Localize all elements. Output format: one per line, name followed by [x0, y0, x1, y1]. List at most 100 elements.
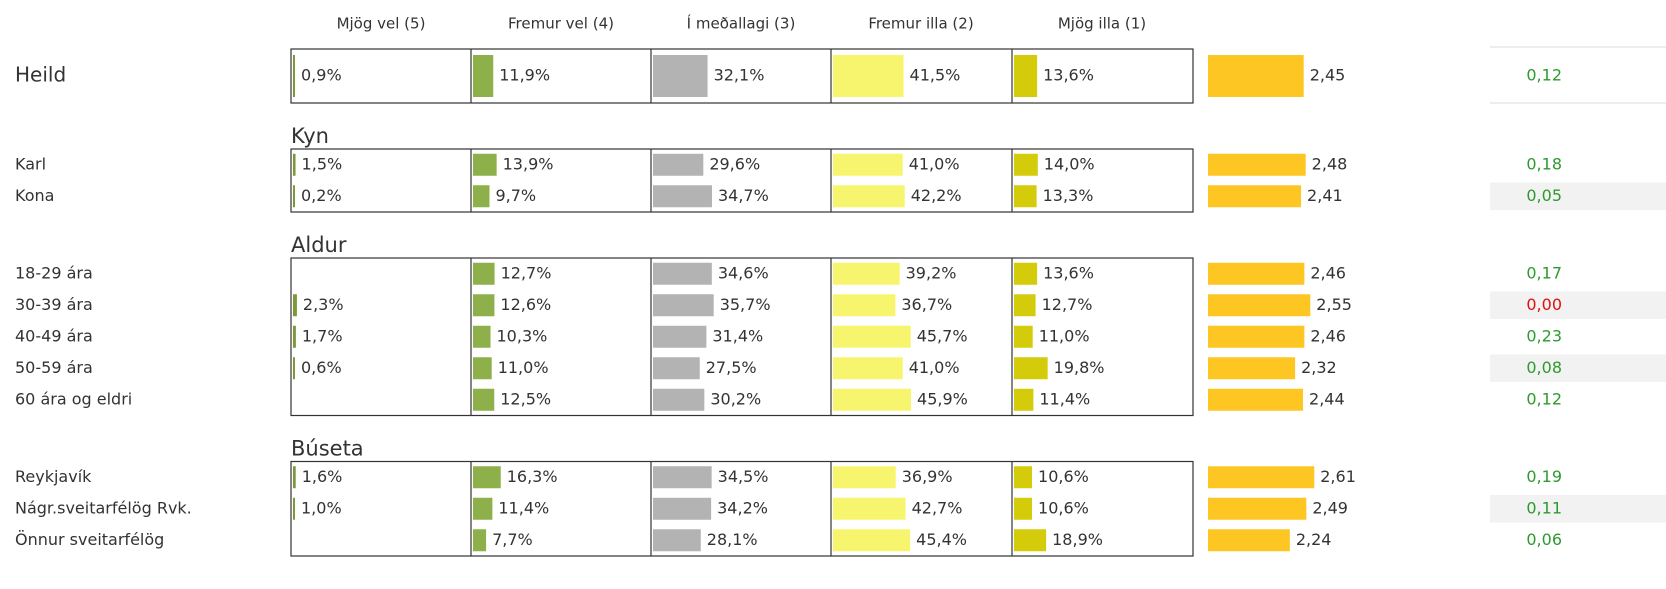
mean-bar	[1208, 497, 1307, 520]
mean-label: 2,45	[1310, 66, 1346, 85]
bar	[473, 529, 487, 552]
row-label: Reykjavík	[15, 467, 92, 486]
value-label: 1,7%	[302, 326, 343, 345]
value-label: 1,0%	[301, 498, 342, 517]
value-label: 12,6%	[500, 295, 551, 314]
value-label: 32,1%	[714, 66, 765, 85]
row-label: 60 ára og eldri	[15, 389, 132, 408]
bar	[653, 466, 712, 489]
section-title: Búseta	[291, 437, 364, 461]
bar	[653, 388, 705, 411]
value-label: 13,6%	[1043, 263, 1094, 282]
value-label: 18,9%	[1052, 530, 1103, 549]
diff-label: 0,00	[1526, 295, 1562, 314]
value-label: 30,2%	[710, 389, 761, 408]
mean-bar	[1208, 153, 1306, 176]
bar	[293, 55, 295, 97]
value-label: 34,2%	[717, 498, 768, 517]
value-label: 35,7%	[720, 295, 771, 314]
bar	[473, 388, 495, 411]
bar	[473, 325, 491, 348]
value-label: 1,5%	[302, 154, 343, 173]
value-label: 41,5%	[910, 66, 961, 85]
row-label: Nágr.sveitarfélög Rvk.	[15, 498, 192, 517]
row-shade	[1490, 354, 1666, 382]
bar	[653, 55, 708, 97]
mean-bar	[1208, 294, 1311, 317]
bar	[473, 262, 495, 285]
mean-bar	[1208, 262, 1305, 285]
bar	[1014, 497, 1033, 520]
value-label: 41,0%	[909, 154, 960, 173]
bar	[293, 185, 295, 208]
value-label: 45,4%	[916, 530, 967, 549]
section-title: Aldur	[291, 233, 347, 257]
diff-label: 0,18	[1526, 154, 1562, 173]
value-label: 34,6%	[718, 263, 769, 282]
bar	[293, 357, 295, 380]
mean-label: 2,46	[1310, 326, 1346, 345]
mean-bar	[1208, 388, 1304, 411]
value-label: 2,3%	[303, 295, 344, 314]
value-label: 0,9%	[301, 66, 342, 85]
value-label: 0,2%	[301, 186, 342, 205]
bar	[1014, 153, 1038, 176]
diff-label: 0,19	[1526, 467, 1562, 486]
row-label: 50-59 ára	[15, 358, 93, 377]
value-label: 45,7%	[917, 326, 968, 345]
value-label: 10,6%	[1038, 467, 1089, 486]
bar	[653, 497, 712, 520]
value-label: 12,5%	[500, 389, 551, 408]
diff-label: 0,17	[1526, 263, 1562, 282]
section-box	[290, 460, 1194, 557]
bar	[653, 529, 701, 552]
bar	[1014, 185, 1037, 208]
bar	[833, 357, 903, 380]
bar	[293, 153, 296, 176]
row-label: Karl	[15, 154, 46, 173]
section-box	[290, 48, 1194, 104]
mean-label: 2,46	[1310, 263, 1346, 282]
row-label: Heild	[15, 63, 66, 87]
value-label: 36,9%	[902, 467, 953, 486]
mean-label: 2,32	[1301, 358, 1337, 377]
row-label: 18-29 ára	[15, 263, 93, 282]
bar	[653, 153, 704, 176]
column-header: Mjög illa (1)	[1058, 15, 1146, 33]
bar	[473, 185, 490, 208]
value-label: 42,2%	[911, 186, 962, 205]
diff-label: 0,12	[1526, 66, 1562, 85]
value-label: 11,0%	[498, 358, 549, 377]
bar	[293, 466, 296, 489]
bar	[1014, 357, 1048, 380]
value-label: 12,7%	[501, 263, 552, 282]
value-label: 28,1%	[707, 530, 758, 549]
row-shade	[1490, 291, 1666, 319]
bar	[833, 388, 912, 411]
bar	[833, 153, 903, 176]
column-header: Í meðallagi (3)	[687, 14, 796, 33]
value-label: 45,9%	[917, 389, 968, 408]
mean-bar	[1208, 185, 1302, 208]
bar	[473, 55, 494, 97]
mean-bar	[1208, 325, 1305, 348]
value-label: 34,7%	[718, 186, 769, 205]
diff-label: 0,12	[1526, 389, 1562, 408]
section-box	[290, 148, 1194, 213]
value-label: 31,4%	[712, 326, 763, 345]
row-label: Önnur sveitarfélög	[15, 530, 164, 549]
row-label: 40-49 ára	[15, 326, 93, 345]
value-label: 14,0%	[1044, 154, 1095, 173]
bar	[1014, 294, 1036, 317]
value-label: 39,2%	[906, 263, 957, 282]
bar	[833, 262, 900, 285]
column-header: Mjög vel (5)	[337, 15, 426, 33]
bar	[833, 55, 904, 97]
mean-label: 2,61	[1320, 467, 1356, 486]
bar	[1014, 55, 1038, 97]
bar	[653, 185, 712, 208]
mean-bar	[1208, 357, 1296, 380]
diff-label: 0,08	[1526, 358, 1562, 377]
mean-label: 2,24	[1296, 530, 1332, 549]
